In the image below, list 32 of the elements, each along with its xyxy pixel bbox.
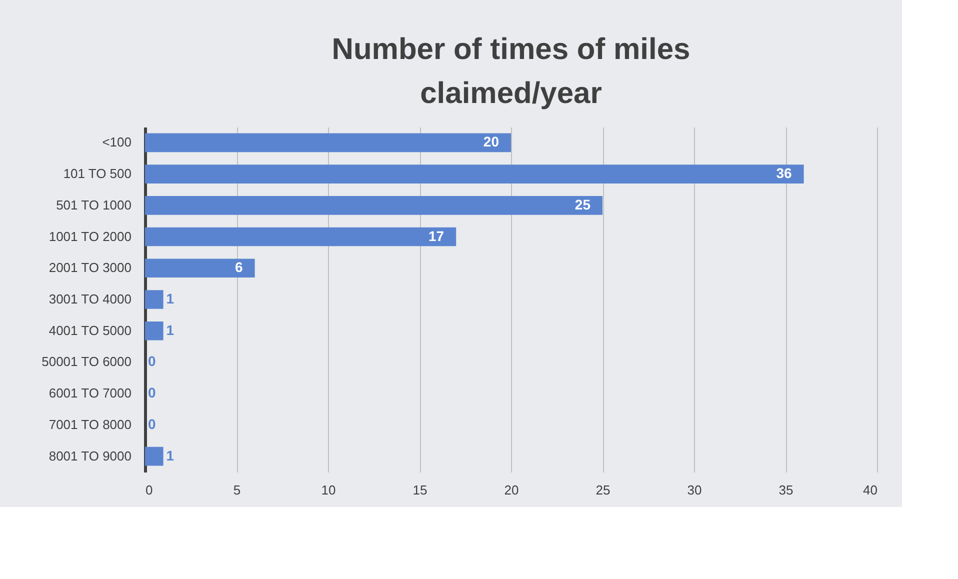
y-tick-label: 1001 TO 2000 [48,228,132,244]
data-label: 0 [148,416,156,432]
y-tick-label: 101 TO 500 [63,166,132,182]
data-label: 0 [148,353,156,370]
y-tick-label: 50001 TO 6000 [42,354,132,370]
data-label: 36 [776,165,792,182]
x-tick-label: 5 [233,482,241,498]
data-label: 25 [574,196,591,212]
data-label: 1 [166,447,174,464]
data-label: 20 [483,134,500,150]
y-tick-label: 501 TO 1000 [56,197,132,212]
x-tick-label: 15 [412,482,428,498]
data-label: 6 [235,259,244,276]
x-tick-label: 0 [146,482,153,498]
x-tick-label: 30 [687,482,702,498]
y-tick-label: <100 [102,134,132,150]
x-tick-label: 20 [504,482,519,498]
chart-title: Number of times of miles claimed/year [332,33,690,110]
data-label: 1 [166,290,174,306]
y-tick-label: 3001 TO 4000 [48,292,132,306]
y-tick-label: 2001 TO 3000 [48,260,132,276]
y-tick-label: 8001 TO 9000 [48,448,132,464]
data-label: 1 [166,322,174,338]
x-tick-label: 35 [778,482,794,498]
y-tick-label: 6001 TO 7000 [48,386,132,401]
y-tick-label: 7001 TO 8000 [48,416,132,432]
x-tick-label: 25 [596,482,610,498]
data-label: 17 [428,228,444,244]
data-label: 0 [148,384,156,401]
x-tick-label: 40 [863,482,878,498]
y-tick-label: 4001 TO 5000 [48,322,132,338]
x-tick-label: 10 [321,482,336,498]
